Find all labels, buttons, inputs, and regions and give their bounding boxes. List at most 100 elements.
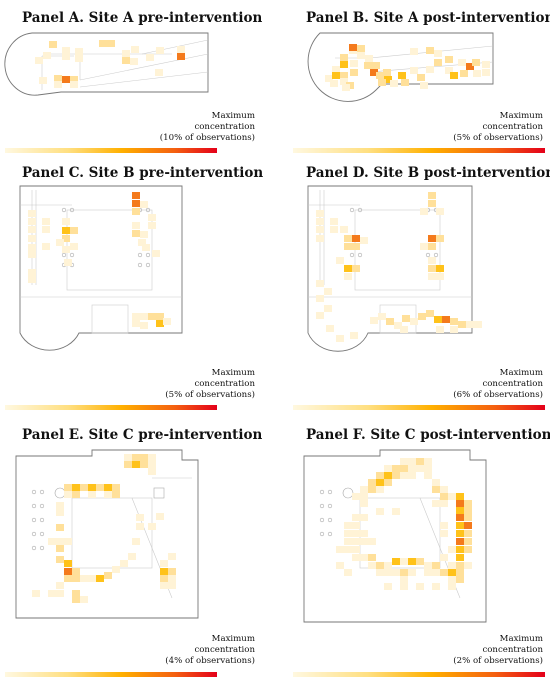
heatmap-cell: [392, 569, 400, 576]
heatmap-cell: [426, 66, 434, 73]
panel-c-legend-bar: [5, 405, 217, 410]
heatmap-cell: [368, 538, 376, 545]
heatmap-cell: [132, 313, 140, 320]
heatmap-cell: [148, 468, 156, 475]
heatmap-cell: [400, 472, 408, 479]
heatmap-cell: [352, 243, 360, 250]
heatmap-cell: [70, 227, 78, 234]
heatmap-cell: [99, 40, 107, 47]
panel-a-title: Panel A. Site A pre-intervention: [22, 10, 263, 26]
heatmap-cell: [408, 472, 416, 479]
heatmap-cell: [424, 562, 432, 569]
legend-line-2: concentration: [482, 379, 543, 389]
heatmap-cell: [384, 472, 392, 479]
legend-line-1: Maximum: [499, 368, 543, 378]
heatmap-cell: [394, 322, 402, 329]
heatmap-cell: [424, 472, 432, 479]
legend-line-1: Maximum: [499, 634, 543, 644]
heatmap-cell: [62, 227, 70, 234]
heatmap-cell: [168, 568, 176, 575]
heatmap-cell: [448, 576, 456, 583]
heatmap-cell: [384, 76, 392, 83]
legend-line-3: (5% of observations): [165, 390, 255, 400]
panel-b-floorplan: [307, 32, 494, 102]
heatmap-cell: [28, 251, 36, 258]
heatmap-cell: [352, 530, 360, 537]
heatmap-cell: [378, 313, 386, 320]
heatmap-cell: [344, 530, 352, 537]
panel-f-floorplan: [303, 449, 487, 623]
panel-f-legend-text: Maximum concentration (2% of observation…: [413, 634, 543, 667]
heatmap-cell: [132, 192, 140, 199]
panel-d-floorplan: [307, 185, 482, 352]
heatmap-cell: [28, 276, 36, 283]
heatmap-cell: [340, 72, 348, 79]
heatmap-cell: [72, 568, 80, 575]
heatmap-cell: [140, 322, 148, 329]
heatmap-cell: [440, 554, 448, 561]
heatmap-cell: [428, 265, 436, 272]
heatmap-cell: [96, 575, 104, 582]
heatmap-cell: [424, 465, 432, 472]
heatmap-cell: [400, 458, 408, 465]
heatmap-cell: [376, 508, 384, 515]
panel-e-floorplan: [15, 449, 199, 619]
heatmap-cell: [458, 321, 466, 328]
heatmap-cell: [384, 479, 392, 486]
heatmap-cell: [350, 60, 358, 67]
heatmap-cell: [344, 538, 352, 545]
heatmap-cell: [456, 569, 464, 576]
heatmap-cell: [400, 558, 408, 565]
heatmap-cell: [332, 66, 340, 73]
legend-line-1: Maximum: [211, 111, 255, 121]
heatmap-cell: [352, 538, 360, 545]
heatmap-cell: [428, 200, 436, 207]
heatmap-cell: [28, 244, 36, 251]
heatmap-cell: [401, 79, 409, 86]
heatmap-cell: [456, 530, 464, 537]
heatmap-cell: [160, 560, 168, 567]
heatmap-cell: [426, 47, 434, 54]
heatmap-cell: [62, 246, 70, 253]
heatmap-cell: [131, 46, 139, 53]
heatmap-cell: [464, 500, 472, 507]
heatmap-cell: [336, 562, 344, 569]
heatmap-cell: [148, 313, 156, 320]
heatmap-cell: [450, 72, 458, 79]
heatmap-cell: [466, 321, 474, 328]
panel-a-legend-text: Maximum concentration (10% of observatio…: [125, 111, 255, 144]
heatmap-cell: [132, 230, 140, 237]
heatmap-cell: [456, 562, 464, 569]
heatmap-cell: [122, 50, 130, 57]
heatmap-cell: [416, 558, 424, 565]
heatmap-cell: [35, 57, 43, 64]
heatmap-cell: [136, 523, 144, 530]
heatmap-cell: [365, 55, 373, 62]
heatmap-cell: [155, 69, 163, 76]
heatmap-cell: [432, 486, 440, 493]
panel-b-legend-bar: [293, 148, 545, 153]
panel-c-floorplan: [19, 185, 183, 351]
panel-f-legend-bar: [293, 672, 545, 677]
heatmap-cell: [402, 315, 410, 322]
heatmap-cell: [156, 320, 164, 327]
legend-line-3: (4% of observations): [165, 656, 255, 666]
heatmap-cell: [340, 61, 348, 68]
heatmap-cell: [42, 218, 50, 225]
heatmap-cell: [456, 576, 464, 583]
heatmap-cell: [400, 583, 408, 590]
heatmap-cell: [456, 522, 464, 529]
heatmap-cell: [316, 235, 324, 242]
heatmap-cell: [466, 63, 474, 70]
heatmap-cell: [152, 250, 160, 257]
heatmap-cell: [344, 243, 352, 250]
heatmap-cell: [336, 257, 344, 264]
panel-a-legend-bar: [5, 148, 217, 153]
heatmap-cell: [340, 226, 348, 233]
heatmap-cell: [386, 318, 394, 325]
heatmap-cell: [460, 70, 468, 77]
legend-line-1: Maximum: [211, 634, 255, 644]
heatmap-cell: [336, 335, 344, 342]
heatmap-cell: [75, 48, 83, 55]
heatmap-cell: [368, 479, 376, 486]
